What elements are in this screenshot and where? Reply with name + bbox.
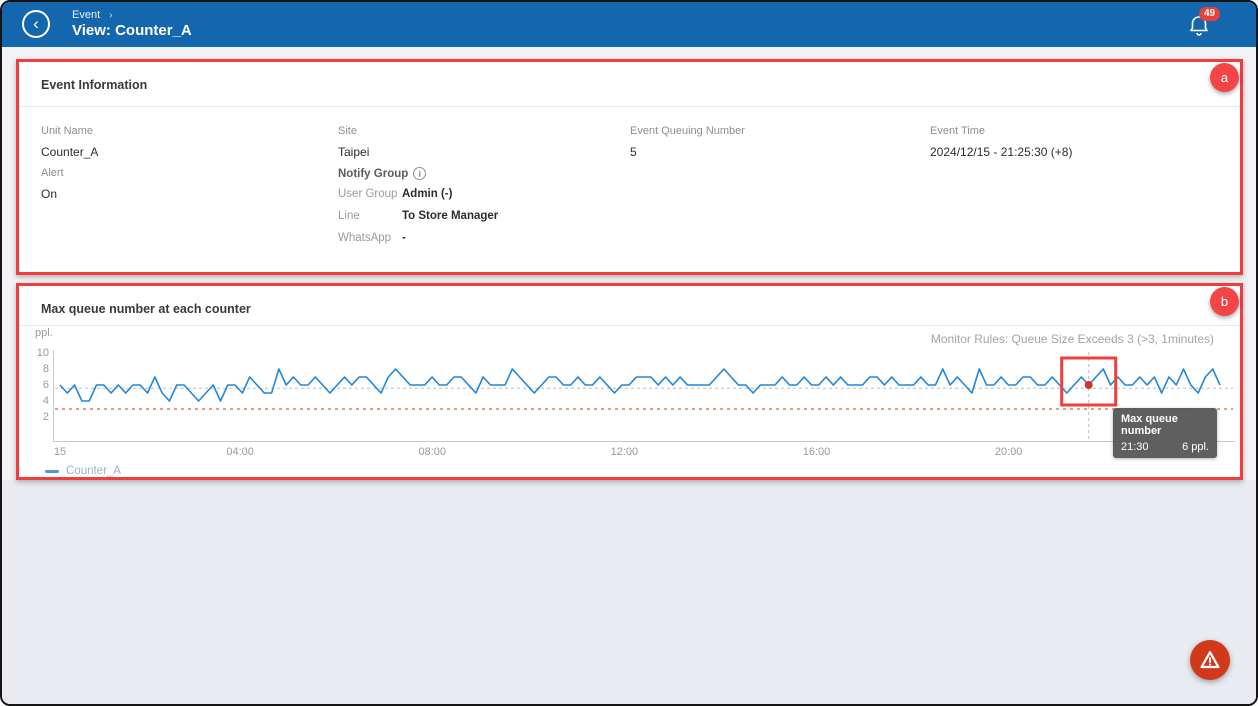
notify-row-value: - xyxy=(402,232,406,244)
legend-item-counter-a[interactable]: Counter_A xyxy=(45,465,121,477)
y-tick-label: 4 xyxy=(42,395,49,407)
divider xyxy=(19,106,1240,107)
x-tick-label: 12:00 xyxy=(610,446,639,458)
chart-title: Max queue number at each counter xyxy=(41,302,251,316)
annotation-badge-a: a xyxy=(1210,63,1239,92)
notify-row-label: WhatsApp xyxy=(338,232,392,244)
field-label: Alert xyxy=(41,167,64,179)
divider xyxy=(19,325,1240,326)
legend-line-swatch xyxy=(45,469,59,473)
y-tick-label: 10 xyxy=(36,347,49,359)
notify-row-label: Line xyxy=(338,210,360,222)
event-information-title: Event Information xyxy=(41,78,148,92)
x-tick-label: 08:00 xyxy=(418,446,447,458)
alert-fab-button[interactable] xyxy=(1190,640,1230,680)
y-axis-unit-label: ppl. xyxy=(35,327,53,339)
notify-group-header: Notify Group i xyxy=(338,167,498,180)
notify-group-label: Notify Group xyxy=(338,167,409,180)
breadcrumb-separator-icon: › xyxy=(109,9,113,21)
app-header: ‹ Event › View: Counter_A 49 xyxy=(2,2,1256,47)
tooltip-row: 21:30 6 ppl. xyxy=(1121,441,1209,453)
back-chevron-icon: ‹ xyxy=(33,13,39,33)
annotation-badge-b: b xyxy=(1210,287,1239,316)
tooltip-title: Max queue number xyxy=(1121,413,1178,437)
field-label: Event Time xyxy=(930,125,986,137)
notify-row-value: Admin (-) xyxy=(402,188,453,200)
field-value: Counter_A xyxy=(41,145,99,159)
y-tick-label: 2 xyxy=(42,411,49,423)
alert-triangle-icon xyxy=(1200,651,1220,669)
y-tick-label: 6 xyxy=(42,379,49,391)
notify-row-line: Line To Store Manager xyxy=(338,209,498,224)
field-site: Site Taipei xyxy=(338,125,630,159)
notify-row-value: To Store Manager xyxy=(402,210,499,222)
field-value: 2024/12/15 - 21:25:30 (+8) xyxy=(930,145,1073,159)
event-fields-row-2: Alert On Notify Group i User Group Admin… xyxy=(41,167,498,246)
chart-tooltip: Max queue number 21:30 6 ppl. xyxy=(1113,408,1217,458)
x-tick-label: 20:00 xyxy=(994,446,1023,458)
line-chart-plot[interactable] xyxy=(53,346,1239,444)
y-tick-label: 8 xyxy=(42,363,49,375)
breadcrumb-event[interactable]: Event xyxy=(72,9,101,21)
field-label: Event Queuing Number xyxy=(630,125,745,137)
field-alert: Alert On xyxy=(41,167,338,246)
field-value: On xyxy=(41,187,58,201)
field-value: 5 xyxy=(630,145,637,159)
back-button[interactable]: ‹ xyxy=(22,10,50,38)
tooltip-value: 6 ppl. xyxy=(1182,441,1209,453)
notify-row-label: User Group xyxy=(338,188,398,200)
field-event-time: Event Time 2024/12/15 - 21:25:30 (+8) xyxy=(930,125,1072,159)
notification-count-badge: 49 xyxy=(1199,7,1221,21)
notify-row-whatsapp: WhatsApp - xyxy=(338,231,498,246)
page-background xyxy=(2,480,1256,704)
notify-group-block: Notify Group i User Group Admin (-) Line… xyxy=(338,167,498,246)
tooltip-time: 21:30 xyxy=(1121,441,1149,453)
field-label: Unit Name xyxy=(41,125,93,137)
x-tick-label: 04:00 xyxy=(226,446,254,458)
field-value: Taipei xyxy=(338,145,370,159)
page-title: View: Counter_A xyxy=(72,22,192,39)
event-information-panel: Event Information Unit Name Counter_A Si… xyxy=(16,59,1243,275)
field-unit-name: Unit Name Counter_A xyxy=(41,125,338,159)
x-tick-label: 15 xyxy=(53,446,67,458)
monitor-rules-text: Monitor Rules: Queue Size Exceeds 3 (>3,… xyxy=(930,332,1214,346)
event-fields-row: Unit Name Counter_A Site Taipei Event Qu… xyxy=(41,125,1072,159)
field-event-queuing-number: Event Queuing Number 5 xyxy=(630,125,930,159)
info-icon[interactable]: i xyxy=(413,167,427,180)
breadcrumb: Event › xyxy=(72,9,112,21)
legend-label: Counter_A xyxy=(66,465,121,477)
queue-chart-panel: Max queue number at each counter ppl. Mo… xyxy=(16,283,1243,480)
notify-row-user-group: User Group Admin (-) xyxy=(338,187,498,202)
chart-area: ppl. Monitor Rules: Queue Size Exceeds 3… xyxy=(19,325,1240,477)
notification-bell-button[interactable]: 49 xyxy=(1188,7,1221,38)
field-label: Site xyxy=(338,125,357,137)
x-tick-label: 16:00 xyxy=(802,446,831,458)
